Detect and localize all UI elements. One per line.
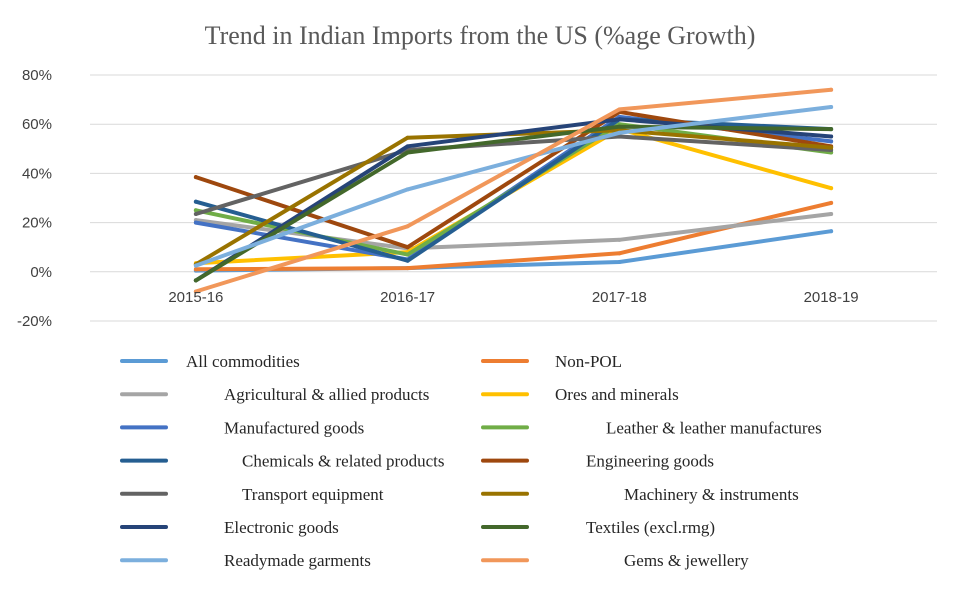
x-axis-tick-labels: 2015-16 2016-17 2017-18 2018-19 — [168, 289, 858, 306]
series-0 — [193, 229, 834, 273]
legend-item: Gems & jewellery — [481, 551, 749, 570]
legend-item: Textiles (excl.rmg) — [481, 518, 715, 537]
data-point — [193, 267, 198, 272]
legend-item: Non-POL — [481, 352, 622, 371]
legend-item: Agricultural & allied products — [120, 385, 429, 404]
data-point — [829, 139, 834, 144]
data-point — [193, 278, 198, 283]
legend: All commodities Non-POL Agricultural & all… — [120, 352, 822, 570]
data-point — [617, 251, 622, 256]
data-point — [405, 266, 410, 271]
data-point — [193, 263, 198, 268]
legend-item: Electronic goods — [120, 518, 339, 537]
legend-label: Machinery & instruments — [624, 485, 799, 504]
y-axis-tick-labels: 80% 60% 40% 20% 0% -20% — [17, 67, 52, 330]
data-point — [829, 87, 834, 92]
data-point — [617, 117, 622, 122]
data-point — [193, 199, 198, 204]
data-point — [405, 245, 410, 250]
data-point — [405, 187, 410, 192]
series-13 — [193, 87, 834, 294]
series-lines — [193, 87, 834, 294]
data-point — [617, 124, 622, 129]
chart-title: Trend in Indian Imports from the US (%ag… — [205, 21, 756, 50]
data-point — [193, 211, 198, 216]
legend-label: All commodities — [186, 352, 300, 371]
x-tick-label: 2018-19 — [804, 289, 859, 306]
y-tick-label: 0% — [30, 264, 52, 281]
legend-label: Gems & jewellery — [624, 551, 749, 570]
data-point — [617, 237, 622, 242]
data-point — [617, 259, 622, 264]
data-point — [193, 220, 198, 225]
series-12 — [193, 104, 834, 268]
legend-item: Ores and minerals — [481, 385, 679, 404]
legend-label: Textiles (excl.rmg) — [586, 518, 715, 537]
x-tick-label: 2015-16 — [168, 289, 223, 306]
legend-label: Electronic goods — [224, 518, 339, 537]
legend-label: Agricultural & allied products — [224, 385, 429, 404]
data-point — [193, 289, 198, 294]
series-line — [193, 229, 834, 273]
legend-label: Transport equipment — [242, 485, 384, 504]
data-point — [405, 258, 410, 263]
data-point — [829, 200, 834, 205]
y-tick-label: 40% — [22, 165, 52, 182]
legend-item: Engineering goods — [481, 452, 714, 471]
data-point — [829, 104, 834, 109]
legend-item: Leather & leather manufactures — [481, 418, 822, 437]
legend-label: Ores and minerals — [555, 385, 679, 404]
data-point — [405, 135, 410, 140]
legend-item: Transport equipment — [120, 485, 384, 504]
series-line — [193, 117, 834, 263]
x-tick-label: 2016-17 — [380, 289, 435, 306]
series-line — [193, 105, 834, 268]
y-tick-label: 60% — [22, 116, 52, 133]
data-point — [405, 150, 410, 155]
data-point — [829, 186, 834, 191]
series-line — [193, 124, 834, 283]
legend-item: Manufactured goods — [120, 418, 364, 437]
y-tick-label: 20% — [22, 215, 52, 232]
data-point — [829, 127, 834, 132]
x-tick-label: 2017-18 — [592, 289, 647, 306]
data-point — [829, 211, 834, 216]
legend-label: Manufactured goods — [224, 418, 364, 437]
data-point — [405, 252, 410, 257]
data-point — [405, 144, 410, 149]
data-point — [193, 175, 198, 180]
legend-item: Chemicals & related products — [120, 452, 445, 471]
series-line — [193, 134, 834, 216]
series-8 — [193, 134, 834, 216]
data-point — [829, 134, 834, 139]
legend-item: Machinery & instruments — [481, 485, 799, 504]
legend-label: Leather & leather manufactures — [606, 418, 822, 437]
series-line — [193, 87, 834, 294]
legend-label: Non-POL — [555, 352, 622, 371]
series-11 — [193, 124, 834, 283]
y-tick-label: 80% — [22, 67, 52, 84]
data-point — [193, 208, 198, 213]
data-point — [405, 224, 410, 229]
data-point — [617, 130, 622, 135]
legend-label: Chemicals & related products — [242, 452, 445, 471]
data-point — [617, 134, 622, 139]
legend-item: Readymade garments — [120, 551, 371, 570]
legend-label: Engineering goods — [586, 452, 714, 471]
data-point — [829, 229, 834, 234]
data-point — [829, 145, 834, 150]
data-point — [617, 107, 622, 112]
legend-item: All commodities — [120, 352, 300, 371]
y-tick-label: -20% — [17, 313, 52, 330]
legend-label: Readymade garments — [224, 551, 371, 570]
